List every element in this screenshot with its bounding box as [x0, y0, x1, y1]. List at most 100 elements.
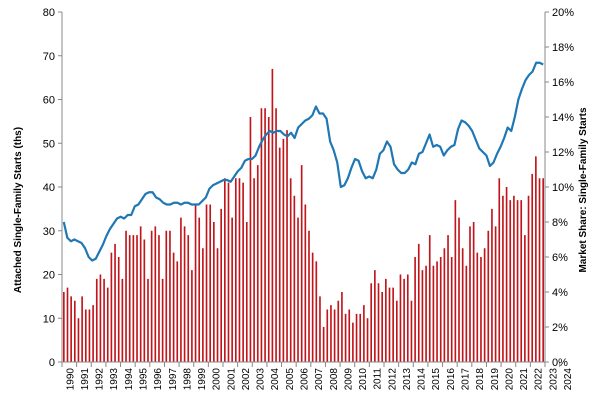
bar [234, 178, 237, 362]
x-tick-label: 1993 [109, 368, 120, 391]
x-tick-label: 2017 [461, 368, 472, 391]
x-tick-label: 2021 [519, 368, 530, 391]
bar [147, 278, 149, 363]
bar [425, 265, 427, 362]
bar [414, 257, 416, 362]
bar [377, 283, 380, 362]
x-tick-label: 1992 [95, 368, 106, 391]
x-tick-label: 2002 [241, 368, 252, 391]
bar [194, 204, 197, 362]
right-tick-label: 2% [552, 322, 568, 334]
bar [278, 147, 281, 362]
x-tick-label: 2008 [329, 368, 340, 391]
bar [348, 309, 351, 362]
bar [139, 226, 142, 363]
x-tick-label: 2009 [343, 368, 354, 391]
bar [403, 278, 405, 363]
bar [494, 226, 497, 363]
bar [81, 296, 83, 363]
bar [117, 257, 120, 362]
bar [381, 292, 383, 362]
bar [256, 165, 259, 363]
bar [538, 178, 541, 362]
bar [224, 178, 226, 362]
bar [487, 230, 490, 362]
bar [535, 156, 537, 363]
x-tick-label: 2003 [256, 368, 267, 391]
x-tick-label: 2018 [475, 368, 486, 391]
bar [392, 287, 394, 363]
x-tick-label: 1994 [124, 368, 135, 391]
bar [483, 248, 486, 362]
bar [352, 322, 354, 363]
left-tick-label: 50 [43, 138, 55, 150]
x-tick-label: 2016 [446, 368, 457, 391]
bar [176, 261, 179, 363]
x-tick-label: 2005 [285, 368, 296, 391]
bar-series [63, 68, 544, 363]
bar [428, 235, 431, 363]
bar [355, 313, 358, 363]
bar [410, 300, 413, 362]
bar [432, 265, 435, 362]
bar [286, 130, 288, 363]
bar [77, 318, 80, 362]
bar [421, 270, 424, 363]
bar [66, 287, 69, 363]
bar [271, 68, 274, 363]
bar [326, 309, 329, 362]
bar [238, 178, 241, 362]
bar [330, 305, 332, 363]
tick-labels: 0 10 20 30 40 50 60 70 80 0% 2% 4% 6% 8% 10% 12% 14% 16% 1… [43, 7, 574, 390]
axes [58, 11, 561, 367]
bar [165, 230, 168, 362]
bar [447, 235, 449, 363]
x-tick-label: 2006 [300, 368, 311, 391]
bar [395, 300, 398, 362]
bar [388, 287, 391, 363]
right-tick-label: 0% [552, 357, 568, 369]
bar [191, 270, 193, 363]
bar [505, 187, 508, 362]
bar [161, 278, 164, 363]
bar [498, 178, 501, 362]
bar [363, 305, 365, 363]
bar [399, 274, 402, 362]
left-tick-label: 30 [43, 226, 55, 238]
bar [480, 257, 482, 362]
bar [202, 248, 204, 362]
x-tick-label: 2020 [504, 368, 515, 391]
bar [205, 204, 208, 362]
bar [436, 261, 438, 363]
x-tick-label: 2024 [563, 368, 574, 391]
x-tick-label: 1999 [197, 368, 208, 391]
x-tick-label: 2013 [402, 368, 413, 391]
bar [311, 252, 314, 363]
bar [213, 222, 215, 362]
bar [417, 243, 420, 363]
bar [293, 195, 296, 362]
bar [249, 117, 252, 362]
bar [322, 327, 325, 362]
bar [158, 235, 160, 363]
x-tick-label: 2022 [534, 368, 545, 391]
bar [73, 300, 76, 362]
x-tick-label: 2010 [358, 368, 369, 391]
x-tick-label: 2001 [226, 368, 237, 391]
bar [289, 178, 292, 362]
bar [531, 173, 534, 363]
x-tick-label: 2015 [431, 368, 442, 391]
left-tick-label: 10 [43, 313, 55, 325]
bar [245, 222, 248, 362]
bar [231, 217, 233, 363]
bar [300, 165, 303, 363]
x-tick-label: 1995 [139, 368, 150, 391]
x-tick-label: 1997 [168, 368, 179, 391]
bar [297, 217, 299, 363]
bar [220, 208, 222, 363]
x-tick-label: 2011 [373, 368, 384, 390]
bar [143, 239, 146, 362]
bar [439, 257, 442, 362]
bar [315, 261, 318, 363]
